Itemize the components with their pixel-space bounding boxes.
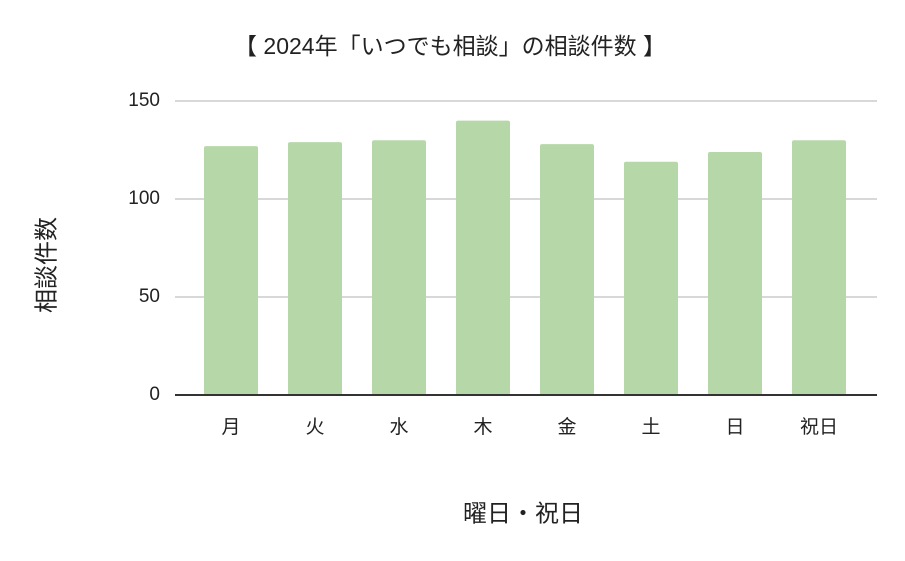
x-tick-label: 土 — [641, 416, 660, 438]
bar — [204, 146, 258, 395]
bar — [792, 140, 846, 395]
bar — [540, 144, 594, 395]
y-tick-label: 0 — [149, 384, 160, 405]
y-axis-label: 相談件数 — [33, 217, 60, 313]
bar — [288, 142, 342, 395]
x-tick-label: 水 — [389, 416, 408, 438]
bar — [456, 120, 510, 395]
y-tick-label: 100 — [128, 188, 160, 209]
x-tick-label: 金 — [557, 416, 576, 438]
y-tick-label: 150 — [128, 90, 160, 111]
x-tick-label: 木 — [473, 416, 492, 438]
chart-title: 【 2024年「いつでも相談」の相談件数 】 — [234, 33, 666, 59]
y-tick-label: 50 — [139, 286, 160, 307]
x-tick-label: 祝日 — [800, 416, 838, 438]
bar — [624, 161, 678, 395]
x-tick-label: 月 — [221, 417, 240, 438]
bar — [708, 151, 762, 395]
x-tick-label: 日 — [725, 417, 744, 438]
x-axis-label: 曜日・祝日 — [463, 500, 583, 527]
x-tick-label: 火 — [305, 417, 324, 438]
bar — [372, 140, 426, 395]
